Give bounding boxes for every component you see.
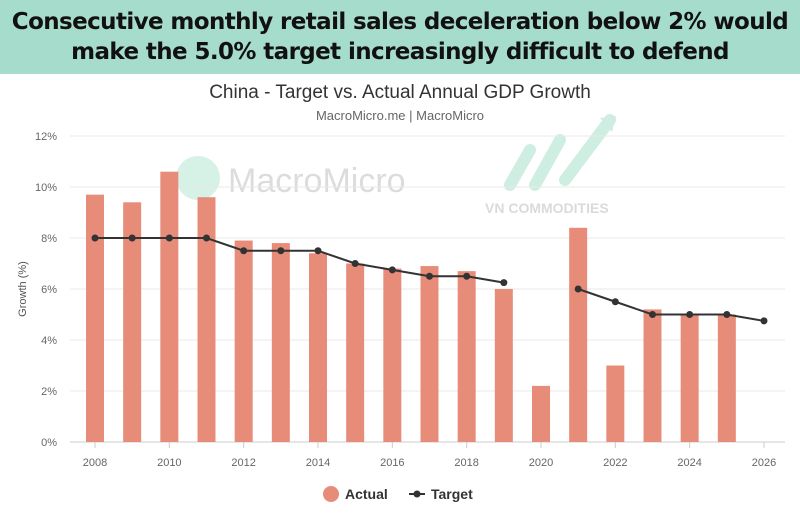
bar-actual-2015 bbox=[346, 263, 365, 442]
watermark-macromicro: MacroMicro bbox=[176, 156, 406, 200]
y-tick-label: 6% bbox=[41, 284, 57, 296]
x-tick-label: 2018 bbox=[454, 457, 478, 469]
point-target-2025 bbox=[723, 311, 731, 318]
headline-line-1: Consecutive monthly retail sales deceler… bbox=[11, 9, 789, 35]
point-target-2013 bbox=[277, 247, 285, 255]
x-tick-label: 2012 bbox=[231, 457, 255, 469]
legend: Actual Target bbox=[323, 486, 473, 502]
point-target-2014 bbox=[314, 247, 322, 255]
y-tick-label: 10% bbox=[35, 182, 57, 194]
point-target-2021 bbox=[574, 285, 582, 293]
bar-actual-2009 bbox=[123, 202, 142, 442]
point-target-2026 bbox=[760, 317, 768, 325]
x-tick-label: 2026 bbox=[752, 457, 776, 469]
x-tick-label: 2008 bbox=[83, 457, 107, 469]
bar-actual-2020 bbox=[532, 385, 550, 442]
point-target-2017 bbox=[426, 272, 433, 280]
bar-actual-2014 bbox=[309, 253, 327, 442]
target-line bbox=[95, 237, 505, 284]
point-target-2011 bbox=[203, 234, 210, 242]
bar-actual-2018 bbox=[457, 271, 476, 442]
headline-banner: Consecutive monthly retail sales deceler… bbox=[0, 0, 800, 74]
bar-actual-2017 bbox=[420, 266, 439, 442]
x-tick-label: 2016 bbox=[380, 457, 404, 469]
chart-title: China - Target vs. Actual Annual GDP Gro… bbox=[209, 82, 591, 103]
legend-actual-swatch bbox=[323, 486, 339, 502]
y-tick-label: 8% bbox=[41, 233, 57, 245]
point-target-2024 bbox=[686, 311, 694, 318]
y-tick-label: 4% bbox=[41, 335, 57, 347]
bar-actual-2021 bbox=[569, 227, 588, 442]
point-target-2023 bbox=[649, 311, 656, 318]
point-target-2012 bbox=[240, 247, 248, 255]
bar-actual-2008 bbox=[86, 194, 104, 442]
x-tick-label: 2010 bbox=[157, 457, 181, 469]
legend-target-swatch bbox=[413, 490, 421, 498]
bar-actual-2022 bbox=[606, 365, 625, 442]
bar-actual-2016 bbox=[383, 268, 402, 442]
point-target-2015 bbox=[351, 260, 359, 267]
x-tick-label: 2024 bbox=[677, 457, 701, 469]
y-tick-label: 2% bbox=[41, 386, 57, 398]
bar-actual-2010 bbox=[160, 171, 179, 442]
legend-actual[interactable]: Actual bbox=[345, 486, 388, 502]
point-target-2010 bbox=[165, 234, 173, 242]
point-target-2018 bbox=[463, 272, 471, 280]
point-target-2016 bbox=[388, 266, 396, 274]
point-target-2019 bbox=[500, 279, 508, 287]
bar-actual-2019 bbox=[494, 289, 513, 442]
point-target-2022 bbox=[611, 298, 619, 306]
headline-line-2: make the 5.0% target increasingly diffic… bbox=[71, 39, 729, 65]
y-tick-label: 0% bbox=[41, 437, 57, 449]
svg-text:VN COMMODITIES: VN COMMODITIES bbox=[485, 200, 609, 216]
y-axis-label: Growth (%) bbox=[17, 261, 29, 317]
chart-subtitle: MacroMicro.me | MacroMicro bbox=[315, 108, 485, 123]
bar-actual-2012 bbox=[234, 240, 253, 442]
x-tick-label: 2020 bbox=[529, 457, 553, 469]
legend-target[interactable]: Target bbox=[431, 486, 473, 502]
watermark-vn-commodities: VN COMMODITIES bbox=[485, 114, 616, 216]
bar-actual-2023 bbox=[643, 309, 662, 442]
point-target-2009 bbox=[128, 234, 136, 242]
target-line bbox=[577, 288, 765, 322]
y-tick-label: 12% bbox=[35, 131, 57, 143]
x-tick-label: 2014 bbox=[306, 457, 330, 469]
point-target-2008 bbox=[91, 234, 99, 242]
x-tick-label: 2022 bbox=[603, 457, 627, 469]
bar-actual-2013 bbox=[271, 243, 290, 442]
bar-actual-2025 bbox=[717, 314, 736, 442]
svg-text:MacroMicro: MacroMicro bbox=[228, 162, 406, 200]
bar-actual-2024 bbox=[680, 314, 699, 442]
bar-actual-2011 bbox=[197, 197, 216, 442]
